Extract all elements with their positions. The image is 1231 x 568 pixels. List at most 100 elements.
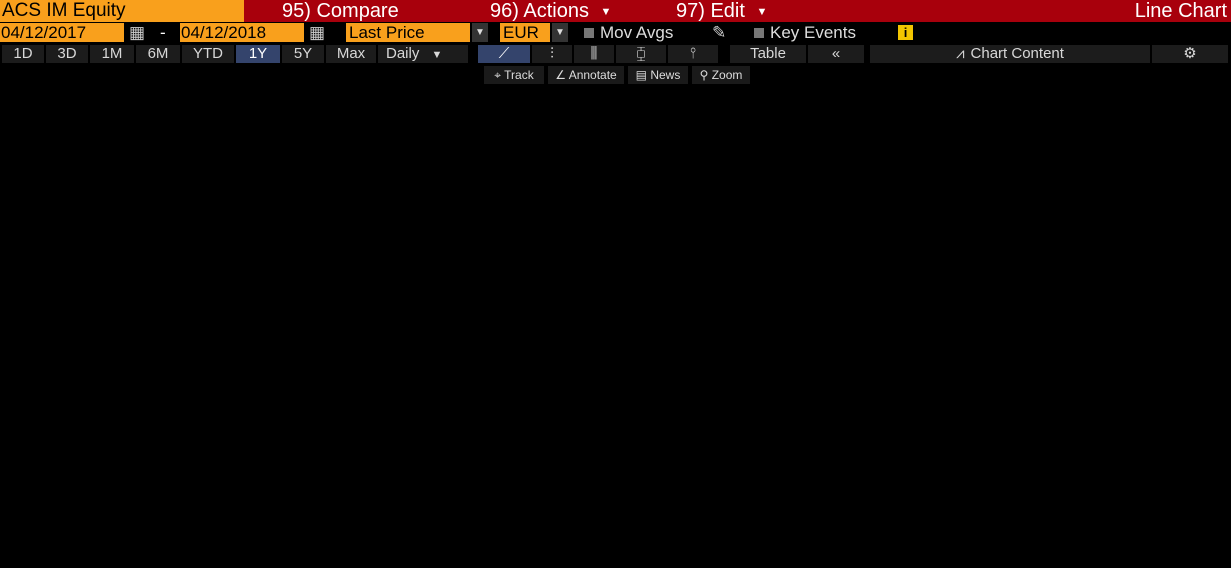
- compare-menu[interactable]: 95) Compare: [282, 0, 399, 22]
- volume-bar: [580, 507, 584, 525]
- period-button-max[interactable]: Max: [326, 45, 376, 63]
- news-button[interactable]: ▤ News: [628, 66, 688, 84]
- volume-bar: [803, 502, 806, 525]
- volume-bar: [733, 493, 736, 525]
- pencil-icon[interactable]: ✎: [712, 23, 727, 42]
- volume-bar: [262, 501, 266, 525]
- volume-bar: [180, 472, 183, 525]
- volume-bar: [199, 502, 202, 525]
- y-tick-label: 2.00: [1172, 288, 1193, 300]
- line-chart-icon[interactable]: ⟋: [478, 45, 530, 63]
- period-button-1m[interactable]: 1M: [90, 45, 134, 63]
- candle-chart-icon[interactable]: ⧮: [616, 45, 666, 63]
- volume-bar: [955, 504, 959, 525]
- hilo-chart-icon[interactable]: ⫯: [668, 45, 718, 63]
- volume-bar: [962, 508, 965, 525]
- volume-bar: [396, 504, 400, 525]
- edit-menu[interactable]: 97) Edit ▼: [676, 0, 767, 22]
- track-button[interactable]: ⌖ Track: [484, 66, 544, 84]
- chart-content-label: Chart Content: [970, 45, 1064, 62]
- collapse-button[interactable]: «: [808, 45, 864, 63]
- key-events-toggle[interactable]: Key Events: [754, 23, 856, 42]
- volume-bar: [860, 496, 864, 525]
- last-price-box: [1168, 150, 1231, 167]
- actions-label: 96) Actions: [490, 0, 589, 22]
- volume-bar: [599, 505, 603, 525]
- volume-bar: [828, 504, 832, 525]
- volume-bar: [459, 507, 463, 525]
- currency-select[interactable]: EUR: [500, 23, 550, 42]
- zoom-icon: ⚲: [699, 68, 709, 82]
- volume-value-box: [1168, 477, 1231, 492]
- period-button-5y[interactable]: 5Y: [282, 45, 324, 63]
- start-date-field[interactable]: 04/12/2017: [0, 23, 124, 42]
- volume-bar: [1038, 505, 1042, 525]
- volume-bar: [764, 501, 768, 525]
- volume-bar: [1057, 511, 1061, 525]
- checkbox-icon: [584, 28, 594, 38]
- field-select[interactable]: Last Price: [346, 23, 470, 42]
- period-button-ytd[interactable]: YTD: [182, 45, 234, 63]
- volume-bar: [987, 502, 991, 525]
- chevron-down-icon[interactable]: ▼: [472, 23, 488, 42]
- volume-bar: [338, 478, 342, 525]
- actions-menu[interactable]: 96) Actions ▼: [490, 0, 611, 22]
- volume-bar: [904, 489, 908, 525]
- calendar-icon[interactable]: ▦: [308, 23, 326, 42]
- volume-bar: [218, 489, 222, 525]
- volume-bar: [873, 499, 876, 525]
- volume-bar: [701, 465, 705, 525]
- period-button-3d[interactable]: 3D: [46, 45, 88, 63]
- frequency-select[interactable]: Daily ▼: [378, 45, 468, 63]
- zoom-button[interactable]: ⚲ Zoom: [692, 66, 750, 84]
- gear-icon[interactable]: ⚙: [1152, 45, 1228, 63]
- volume-bar: [885, 508, 889, 525]
- volume-bar: [116, 504, 120, 525]
- period-button-6m[interactable]: 6M: [136, 45, 180, 63]
- period-button-1y[interactable]: 1Y: [236, 45, 280, 63]
- annotate-button[interactable]: ∠ Annotate: [548, 66, 624, 84]
- volume-bar: [428, 505, 431, 525]
- volume-bar: [1101, 505, 1105, 525]
- ohlc-chart-icon[interactable]: ⫶: [532, 45, 572, 63]
- price-line: [0, 101, 1141, 385]
- volume-bar: [122, 498, 126, 526]
- y-tick-label: 2.20: [1172, 214, 1193, 226]
- volume-bar: [103, 507, 107, 525]
- x-tick-label: Sep: [477, 541, 497, 553]
- volume-bar: [1031, 504, 1035, 525]
- volume-bars: [2, 424, 1137, 526]
- end-date-field[interactable]: 04/12/2018: [180, 23, 304, 42]
- volume-bar: [847, 502, 851, 525]
- volume-bar: [656, 499, 660, 525]
- volume-bar: [650, 502, 654, 525]
- info-icon[interactable]: i: [898, 25, 913, 40]
- panel-divider[interactable]: [0, 413, 1166, 417]
- chart-content-button[interactable]: ⩘ Chart Content: [870, 45, 1150, 63]
- volume-bar: [644, 498, 647, 525]
- news-label: News: [650, 68, 681, 82]
- volume-bar: [1006, 507, 1010, 525]
- calendar-icon[interactable]: ▦: [128, 23, 146, 42]
- volume-bar: [631, 504, 635, 525]
- period-button-1d[interactable]: 1D: [2, 45, 44, 63]
- y-tick-label: 1.80: [1172, 363, 1193, 375]
- volume-bar: [421, 501, 425, 525]
- chevron-down-icon[interactable]: ▼: [552, 23, 568, 42]
- track-label: Track: [504, 68, 534, 82]
- volume-bar: [536, 510, 539, 525]
- volume-bar: [1025, 498, 1029, 525]
- table-button[interactable]: Table: [730, 45, 806, 63]
- bar-chart-icon[interactable]: ⫼: [574, 45, 614, 63]
- mov-avgs-toggle[interactable]: Mov Avgs: [584, 23, 673, 42]
- volume-panel-bg: [0, 417, 1165, 532]
- volume-bar: [472, 487, 476, 525]
- frequency-label: Daily: [386, 45, 420, 62]
- volume-bar: [892, 498, 895, 525]
- volume-bar: [383, 491, 387, 526]
- volume-bar: [65, 498, 69, 525]
- security-field[interactable]: ACS IM Equity: [0, 0, 244, 22]
- volume-bar: [707, 498, 711, 525]
- volume-bar: [237, 495, 241, 525]
